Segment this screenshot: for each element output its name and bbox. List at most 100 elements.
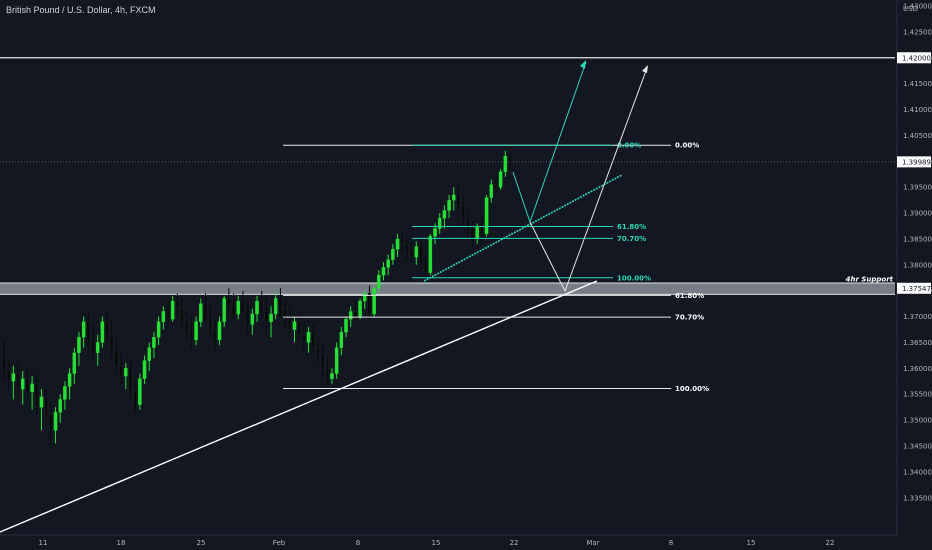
candle-body: [203, 303, 208, 317]
candle-body: [161, 311, 166, 322]
candle-body: [217, 321, 222, 341]
price-tag-current-text: 1.39989: [902, 158, 931, 166]
candle-body: [264, 311, 269, 322]
support-zone-label: 4hr Support: [846, 275, 894, 283]
candle-body: [95, 342, 100, 353]
candle-body: [334, 347, 339, 374]
fib-teal-label: 61.80%: [617, 223, 646, 231]
price-tag-support-text: 1.37547: [902, 285, 931, 293]
price-tick-label: 1.37000: [903, 313, 932, 321]
time-tick-label: 8: [669, 539, 673, 547]
candle-body: [330, 373, 334, 379]
candle-body: [231, 306, 236, 315]
candle-body: [325, 368, 330, 379]
candle-body: [292, 321, 297, 330]
candle-body: [208, 316, 212, 330]
candle-body: [428, 236, 433, 273]
candle-body: [236, 300, 241, 315]
price-tick-label: 1.38000: [903, 261, 932, 269]
candle-body: [175, 300, 180, 309]
fib-white-label: 70.70%: [675, 314, 704, 322]
candle-body: [11, 373, 16, 382]
long-trendline[interactable]: [0, 280, 598, 533]
candle-body: [6, 370, 11, 382]
candle-body: [133, 391, 137, 405]
candle-body: [86, 321, 91, 341]
candle-body: [353, 311, 358, 317]
candle-body: [166, 311, 170, 320]
time-tick-label: Mar: [586, 539, 599, 547]
teal-trendline[interactable]: [423, 174, 623, 282]
candle-body: [138, 378, 142, 405]
candle-body: [16, 373, 20, 390]
candle-body: [470, 228, 475, 240]
price-tick-label: 1.41000: [903, 106, 932, 114]
candle-body: [184, 321, 189, 333]
price-tag-1.42000-text: 1.42000: [902, 54, 931, 62]
candle-body: [49, 414, 53, 431]
candle-body: [147, 347, 151, 361]
candle-body: [288, 319, 292, 330]
price-tick-label: 1.41500: [903, 80, 932, 88]
price-axis[interactable]: [897, 0, 932, 550]
price-tick-label: 1.39000: [903, 210, 932, 218]
candle-body: [241, 300, 245, 309]
candle-body: [489, 184, 494, 198]
candle-body: [170, 300, 175, 320]
currency-label: USD: [903, 5, 918, 13]
candle-body: [508, 155, 512, 162]
candle-body: [189, 331, 194, 341]
time-tick-label: 11: [39, 539, 48, 547]
candle-body: [363, 293, 367, 302]
white-projection-path[interactable]: [529, 67, 648, 293]
candle-body: [128, 368, 133, 392]
price-tick-label: 1.34500: [903, 443, 932, 451]
candle-body: [372, 287, 376, 315]
candle-body: [409, 251, 414, 258]
candle-body: [259, 300, 264, 312]
candle-body: [255, 300, 259, 315]
candle-body: [156, 321, 161, 338]
fib-white-label: 100.00%: [675, 385, 709, 393]
candle-body: [63, 386, 67, 400]
candle-body: [400, 238, 404, 245]
candle-body: [39, 396, 44, 408]
candle-body: [30, 383, 34, 392]
price-tag-support: [897, 282, 931, 294]
candle-body: [44, 396, 48, 416]
candle-body: [119, 365, 123, 377]
candle-body: [35, 383, 39, 408]
price-tick-label: 1.38500: [903, 235, 932, 243]
candle-body: [100, 321, 105, 343]
support-zone-band[interactable]: [0, 282, 895, 295]
candle-body: [461, 205, 465, 219]
candle-body: [77, 337, 81, 353]
candle-body: [110, 334, 114, 351]
price-tag-1.42000: [897, 52, 931, 64]
teal-arrowhead: [580, 60, 586, 69]
candle-body: [72, 352, 77, 374]
candle-body: [142, 360, 147, 379]
candle-body: [114, 350, 119, 366]
candle-body: [311, 331, 315, 348]
time-tick-label: 18: [117, 539, 126, 547]
candle-body: [58, 399, 62, 413]
candle-body: [475, 225, 479, 240]
candle-body: [494, 184, 498, 188]
candle-body: [250, 313, 255, 325]
fib-teal-label: 70.70%: [617, 235, 646, 243]
candle-body: [391, 249, 395, 260]
candle-body: [278, 298, 283, 309]
price-tick-label: 1.33500: [903, 494, 932, 502]
price-tick-label: 1.36500: [903, 339, 932, 347]
candle-body: [433, 228, 437, 237]
candle-body: [306, 331, 311, 343]
candle-body: [53, 412, 58, 431]
candle-body: [498, 171, 503, 188]
candle-body: [466, 218, 470, 229]
candle-body: [339, 331, 344, 348]
candle-body: [348, 311, 353, 320]
candle-body: [180, 308, 184, 322]
